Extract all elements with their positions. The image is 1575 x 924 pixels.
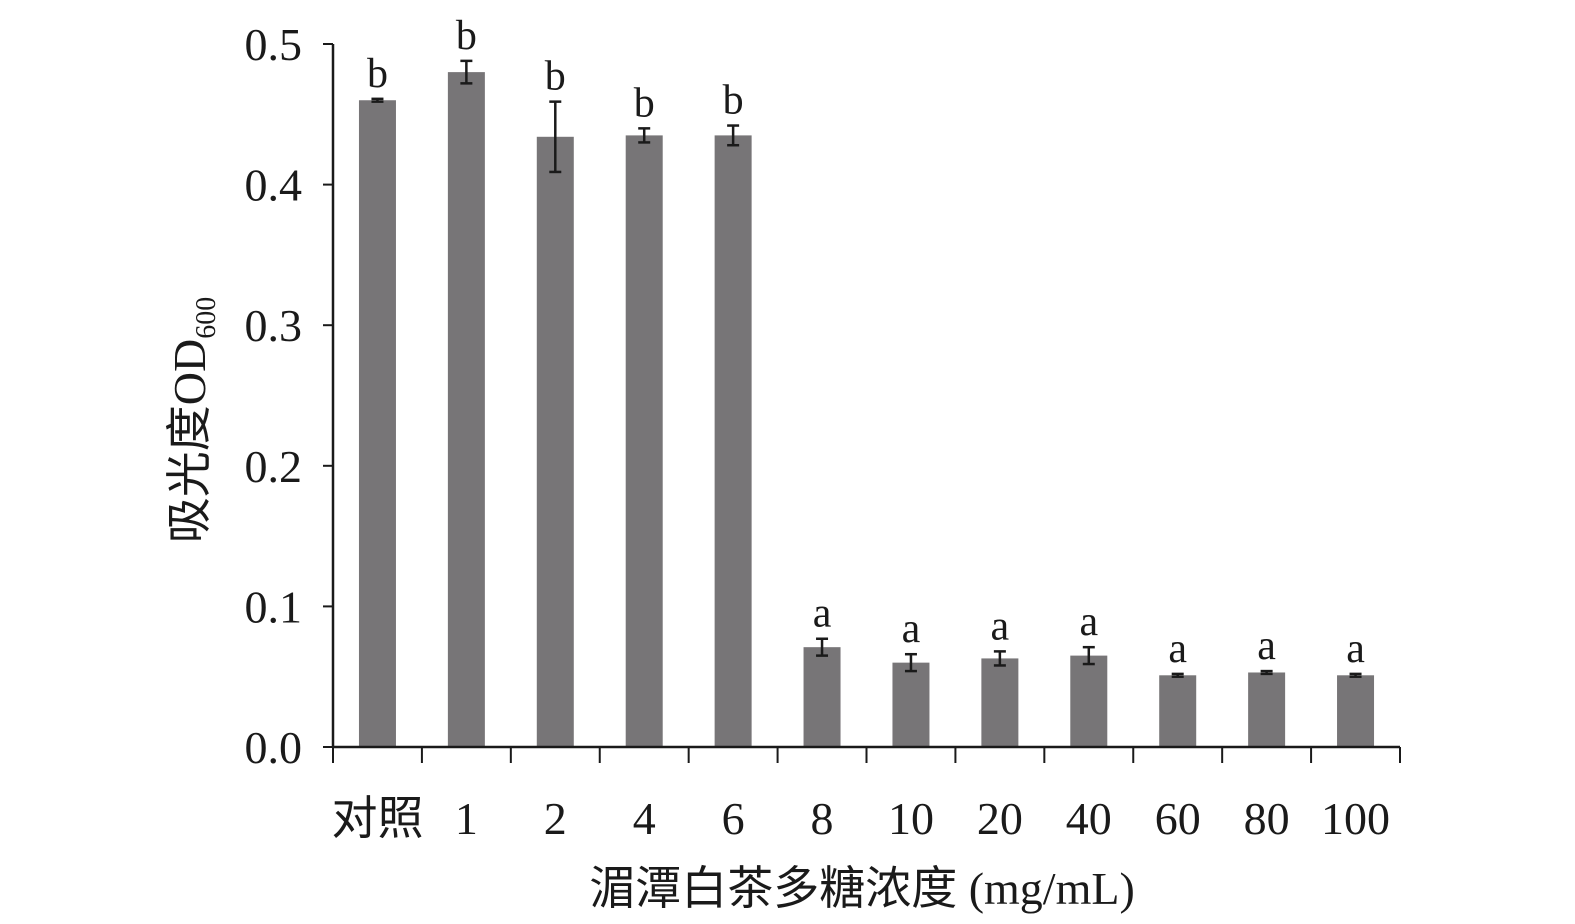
bar-9 xyxy=(1159,675,1197,747)
axes-group xyxy=(323,43,1401,763)
x-tick-label-0: 对照 xyxy=(331,793,423,844)
error-bar-9 xyxy=(1171,672,1184,678)
y-tick-label-0: 0.0 xyxy=(245,722,303,773)
error-bar-1 xyxy=(460,59,473,85)
bar-10 xyxy=(1248,672,1286,747)
y-axis-label-subscript: 600 xyxy=(191,297,222,339)
y-tick-label-1: 0.1 xyxy=(245,581,303,632)
error-bar-5 xyxy=(816,637,829,657)
significance-label-0: b xyxy=(367,51,388,97)
bar-8 xyxy=(1070,655,1108,747)
error-bar-0 xyxy=(371,97,384,103)
x-axis-label: 湄潭白茶多糖浓度 (mg/mL) xyxy=(589,863,1135,914)
significance-labels-group: b b b b b a a a a a a a xyxy=(367,13,1365,672)
y-axis-label-main: 吸光度OD xyxy=(164,339,215,543)
x-tick-label-9: 60 xyxy=(1155,793,1201,844)
significance-label-9: a xyxy=(1168,626,1187,672)
error-bar-7 xyxy=(993,650,1006,667)
significance-label-3: b xyxy=(634,80,655,126)
y-tick-label-5: 0.5 xyxy=(245,19,303,70)
x-tick-label-7: 20 xyxy=(977,793,1023,844)
bar-3 xyxy=(625,135,663,747)
bar-4 xyxy=(714,135,752,747)
x-tick-label-2: 2 xyxy=(544,793,567,844)
x-tick-labels-group: 对照 1 2 4 6 8 10 20 40 60 80 100 xyxy=(331,793,1390,844)
bar-0 xyxy=(358,100,396,748)
x-tick-label-4: 6 xyxy=(722,793,745,844)
significance-label-5: a xyxy=(813,591,832,637)
x-tick-label-11: 100 xyxy=(1321,793,1390,844)
x-tick-label-8: 40 xyxy=(1066,793,1112,844)
significance-label-6: a xyxy=(902,606,921,652)
y-tick-label-2: 0.2 xyxy=(245,441,303,492)
bar-7 xyxy=(981,658,1019,747)
error-bar-11 xyxy=(1349,672,1362,678)
error-bar-8 xyxy=(1082,645,1095,666)
y-tick-label-4: 0.4 xyxy=(245,160,303,211)
x-tick-label-1: 1 xyxy=(455,793,478,844)
bar-5 xyxy=(803,647,841,747)
significance-label-2: b xyxy=(545,54,566,100)
bar-6 xyxy=(892,662,930,747)
significance-label-10: a xyxy=(1257,623,1276,669)
error-bar-10 xyxy=(1260,669,1273,676)
error-bar-3 xyxy=(638,127,651,144)
bar-2 xyxy=(536,136,574,747)
x-tick-label-3: 4 xyxy=(633,793,656,844)
y-tick-label-3: 0.3 xyxy=(245,300,303,351)
error-bar-2 xyxy=(549,100,562,174)
y-tick-labels-group: 0.0 0.1 0.2 0.3 0.4 0.5 xyxy=(245,19,303,773)
significance-label-11: a xyxy=(1346,626,1365,672)
error-bars-group xyxy=(371,59,1362,678)
x-tick-label-5: 8 xyxy=(811,793,834,844)
significance-label-1: b xyxy=(456,13,477,59)
x-tick-label-10: 80 xyxy=(1244,793,1290,844)
x-tick-label-6: 10 xyxy=(888,793,934,844)
significance-label-8: a xyxy=(1079,599,1098,645)
bar-11 xyxy=(1337,675,1375,747)
significance-label-4: b xyxy=(723,78,744,124)
bars-group xyxy=(358,72,1375,748)
error-bar-4 xyxy=(727,124,740,147)
error-bar-6 xyxy=(904,652,917,673)
significance-label-7: a xyxy=(991,603,1010,649)
y-axis-label: 吸光度OD600 xyxy=(164,297,222,543)
bar-1 xyxy=(447,72,485,748)
